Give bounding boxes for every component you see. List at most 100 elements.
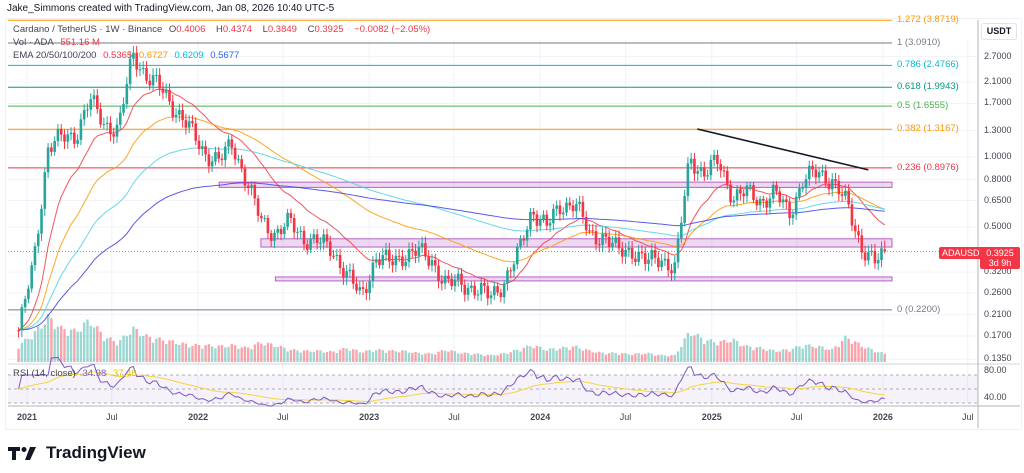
candle — [578, 201, 581, 205]
candle — [604, 233, 608, 237]
candle — [46, 147, 50, 173]
fib-level-label[interactable]: 1.272 (3.8719) — [897, 14, 959, 26]
volume-bar — [427, 352, 430, 362]
candle — [699, 167, 703, 172]
candle — [496, 286, 499, 293]
rsi-legend[interactable]: RSI (14, close) 34.98 37.46 — [13, 368, 141, 379]
rsi-label: RSI (14, close) — [13, 368, 76, 379]
candle — [132, 52, 135, 59]
price-tick: 0.1350 — [984, 353, 1012, 364]
volume-bar — [840, 340, 844, 362]
fib-level-label[interactable]: 0.382 (1.3167) — [897, 123, 959, 135]
candle — [342, 267, 345, 278]
volume-bar — [384, 352, 388, 362]
volume-bar — [174, 344, 178, 362]
tradingview-logo[interactable]: TradingView — [8, 443, 146, 463]
volume-bar — [719, 341, 722, 362]
candle — [230, 139, 234, 148]
volume-bar — [614, 353, 617, 362]
volume-bar — [50, 318, 53, 362]
volume-bar — [368, 350, 371, 362]
volume-bar — [397, 352, 401, 362]
candle — [509, 270, 513, 272]
volume-bar — [834, 346, 837, 362]
candle — [525, 229, 529, 241]
volume-bar — [132, 326, 135, 362]
candle — [128, 58, 132, 84]
fib-level-label[interactable]: 0.5 (1.6555) — [897, 100, 949, 112]
candle — [391, 261, 394, 266]
volume-bar — [230, 344, 234, 362]
volume-bar — [184, 343, 188, 362]
candle — [752, 185, 755, 201]
candle — [778, 191, 782, 203]
volume-bar — [378, 348, 381, 362]
candle — [788, 202, 791, 219]
volume-bar — [499, 353, 503, 362]
candle — [762, 198, 765, 201]
fib-level-label[interactable]: 0.236 (0.8976) — [897, 161, 959, 173]
candle — [253, 184, 257, 199]
volume-bar — [309, 351, 312, 362]
candle — [637, 251, 640, 262]
fib-level-label[interactable]: 0.618 (1.9943) — [897, 81, 959, 93]
volume-bar — [607, 353, 611, 362]
volume-bar — [407, 352, 411, 362]
volume-bar — [233, 345, 237, 362]
fib-level-label[interactable]: 1 (3.0910) — [897, 37, 941, 49]
volume-legend[interactable]: Vol · ADA 551.16 M — [13, 37, 104, 48]
candle — [371, 262, 375, 282]
candle — [112, 134, 116, 137]
candle — [594, 231, 598, 245]
volume-bar — [594, 352, 598, 362]
volume-bar — [758, 346, 762, 362]
volume-bar — [722, 339, 726, 362]
candle — [299, 230, 303, 232]
volume-bar — [584, 349, 588, 362]
candle — [719, 164, 723, 171]
candle — [319, 242, 322, 244]
candle — [204, 146, 207, 155]
ema-legend[interactable]: EMA 20/50/100/200 0.5365 0.6727 0.6209 0… — [13, 50, 243, 61]
fib-level-label[interactable]: 0 (0.2200) — [897, 303, 941, 315]
volume-bar — [217, 345, 220, 362]
fib-level-label[interactable]: 0.786 (2.4766) — [897, 59, 959, 71]
volume-bar — [142, 335, 145, 362]
volume-bar — [63, 329, 66, 362]
volume-bar — [785, 349, 788, 362]
volume-label: Vol · ADA — [13, 37, 54, 48]
candle — [601, 233, 604, 245]
volume-bar — [571, 346, 575, 362]
volume-bar — [69, 329, 73, 362]
candle — [263, 218, 266, 220]
volume-bar — [289, 349, 293, 362]
candle — [394, 255, 398, 266]
candle — [794, 196, 798, 215]
candle — [607, 236, 611, 248]
high-value: 0.4374 — [222, 24, 252, 35]
ema-label: EMA 20/50/100/200 — [13, 50, 97, 61]
candle — [397, 255, 401, 257]
volume-bar — [250, 349, 253, 362]
volume-bar — [581, 350, 585, 362]
symbol-legend[interactable]: Cardano / TetherUS · 1W · Binance O0.400… — [13, 24, 434, 35]
currency-button[interactable]: USDT — [981, 23, 1017, 40]
candle — [634, 258, 637, 262]
volume-bar — [463, 352, 466, 362]
volume-bar — [516, 349, 519, 362]
rsi-line — [18, 356, 885, 407]
volume-bar — [155, 338, 158, 362]
candle — [223, 146, 227, 161]
volume-bar — [270, 343, 273, 362]
volume-bar — [381, 350, 384, 362]
volume-bar — [457, 353, 460, 362]
candle — [453, 279, 457, 287]
candle — [745, 185, 749, 197]
volume-bar — [227, 346, 230, 362]
volume-bar — [214, 348, 217, 362]
candle — [30, 265, 33, 289]
candle — [660, 260, 663, 268]
candle — [450, 278, 453, 287]
volume-bar — [831, 348, 834, 362]
